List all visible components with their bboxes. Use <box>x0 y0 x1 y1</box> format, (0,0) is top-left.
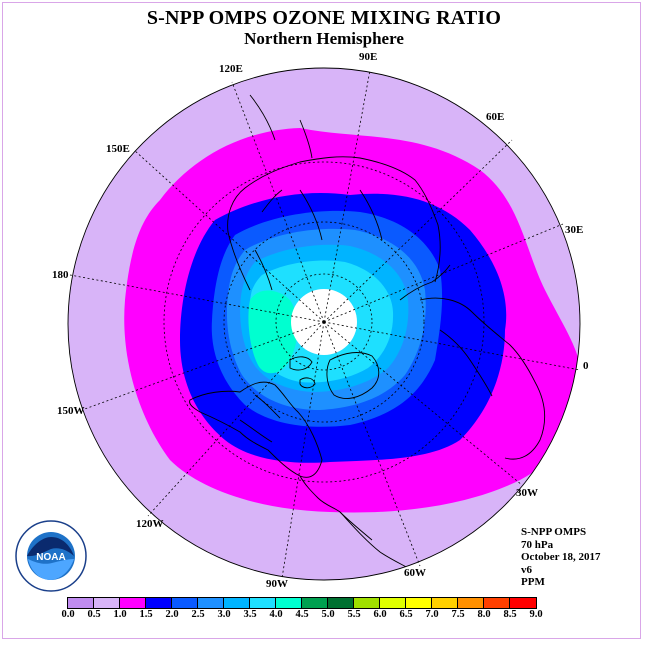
graticule-parallels <box>163 161 485 483</box>
colorbar-tick-label: 0.5 <box>87 609 101 620</box>
info-block: S-NPP OMPS 70 hPa October 18, 2017 v6 PP… <box>521 526 601 589</box>
lon-label-30w: 30W <box>516 487 538 499</box>
colorbar-tick-label: 4.5 <box>295 609 309 620</box>
lon-label-150w: 150W <box>57 405 85 417</box>
noaa-logo: NOAA <box>15 520 87 592</box>
colorbar-swatch <box>198 598 224 608</box>
info-version: v6 <box>521 563 532 576</box>
colorbar-swatch <box>510 598 536 608</box>
colorbar-swatch <box>250 598 276 608</box>
colorbar-tick-label: 7.0 <box>425 609 439 620</box>
colorbar-tick-label: 2.5 <box>191 609 205 620</box>
lon-label-90w: 90W <box>266 578 288 590</box>
lon-label-90e: 90E <box>359 51 378 63</box>
colorbar-tick-label: 8.0 <box>477 609 491 620</box>
ozone-level-4.0-4.5 <box>248 290 298 374</box>
colorbar-swatch <box>120 598 146 608</box>
colorbar-tick-label: 0.0 <box>61 609 75 620</box>
lon-label-60w: 60W <box>404 567 426 579</box>
colorbar <box>67 597 537 609</box>
colorbar-swatch <box>328 598 354 608</box>
colorbar-swatch <box>146 598 172 608</box>
colorbar-swatch <box>276 598 302 608</box>
info-level: 70 hPa <box>521 538 554 551</box>
colorbar-swatch <box>458 598 484 608</box>
colorbar-tick-label: 9.0 <box>529 609 543 620</box>
map-subtitle: Northern Hemisphere <box>244 29 404 48</box>
colorbar-tick-label: 2.0 <box>165 609 179 620</box>
colorbar-tick-label: 7.5 <box>451 609 465 620</box>
colorbar-swatch <box>68 598 94 608</box>
colorbar-tick-label: 3.5 <box>243 609 257 620</box>
colorbar-swatch <box>354 598 380 608</box>
colorbar-tick-label: 8.5 <box>503 609 517 620</box>
lon-label-120w: 120W <box>136 518 164 530</box>
colorbar-tick-label: 5.5 <box>347 609 361 620</box>
colorbar-swatch <box>224 598 250 608</box>
info-date: October 18, 2017 <box>521 551 601 563</box>
colorbar-swatch <box>302 598 328 608</box>
lon-label-30e: 30E <box>565 224 584 236</box>
map-boundary <box>67 67 581 581</box>
info-units: PPM <box>521 576 545 588</box>
lon-label-180: 180 <box>52 269 69 281</box>
colorbar-tick-label: 3.0 <box>217 609 231 620</box>
colorbar-swatch <box>432 598 458 608</box>
graticule-meridians <box>69 69 581 579</box>
colorbar-swatch <box>94 598 120 608</box>
map-title: S-NPP OMPS OZONE MIXING RATIO <box>146 7 502 29</box>
colorbar-tick-label: 5.0 <box>321 609 335 620</box>
figure-frame <box>2 2 641 639</box>
colorbar-tick-label: 6.0 <box>373 609 387 620</box>
colorbar-tick-label: 6.5 <box>399 609 413 620</box>
lon-label-120e: 120E <box>219 63 243 75</box>
colorbar-swatch <box>380 598 406 608</box>
lon-label-60e: 60E <box>486 111 505 123</box>
lon-label-150e: 150E <box>106 143 130 155</box>
lon-label-0: 0 <box>583 360 589 372</box>
colorbar-tick-label: 4.0 <box>269 609 283 620</box>
colorbar-swatch <box>484 598 510 608</box>
colorbar-swatch <box>172 598 198 608</box>
info-instrument: S-NPP OMPS <box>521 526 587 538</box>
colorbar-tick-label: 1.0 <box>113 609 127 620</box>
colorbar-tick-label: 1.5 <box>139 609 153 620</box>
colorbar-swatch <box>406 598 432 608</box>
noaa-logo-text: NOAA <box>36 552 65 563</box>
